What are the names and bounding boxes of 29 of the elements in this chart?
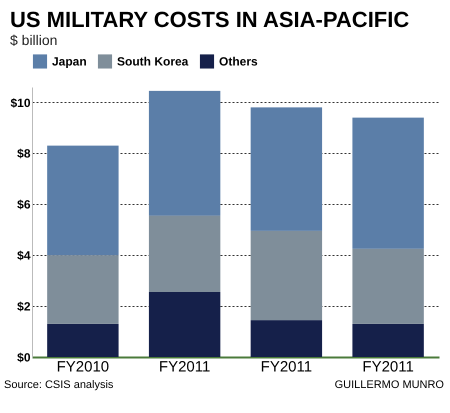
bar	[47, 324, 119, 357]
x-tick-label: FY2011	[158, 358, 210, 376]
bar	[148, 216, 220, 292]
y-tick-label: $0	[17, 350, 31, 364]
legend-label: Japan	[52, 54, 87, 68]
bar	[250, 320, 322, 357]
y-tick-label: $10	[10, 96, 31, 110]
legend-label: South Korea	[117, 54, 189, 68]
bar	[352, 324, 424, 357]
bar	[148, 292, 220, 357]
y-tick-label: $8	[17, 146, 31, 161]
bar	[47, 146, 119, 256]
text: GUILLERMO MUNRO	[334, 379, 444, 391]
bar	[148, 90, 220, 216]
bar	[47, 255, 119, 324]
legend-label: Others	[219, 54, 258, 68]
source-note: Source: CSIS analysis	[4, 379, 114, 391]
bar	[352, 118, 424, 249]
y-tick-label: $2	[17, 300, 31, 314]
x-tick-label: FY2010	[56, 358, 110, 376]
chart-title: US MILITARY COSTS IN ASIA-PACIFIC	[10, 7, 410, 32]
bar	[250, 107, 322, 231]
bar	[250, 230, 322, 320]
y-tick-label: $4	[17, 248, 31, 263]
x-tick-label: FY2011	[260, 358, 312, 376]
chart-subtitle: $ billion	[10, 32, 58, 48]
x-tick-label: FY2011	[362, 358, 414, 376]
bar	[352, 248, 424, 324]
y-tick-label: $6	[17, 198, 31, 212]
